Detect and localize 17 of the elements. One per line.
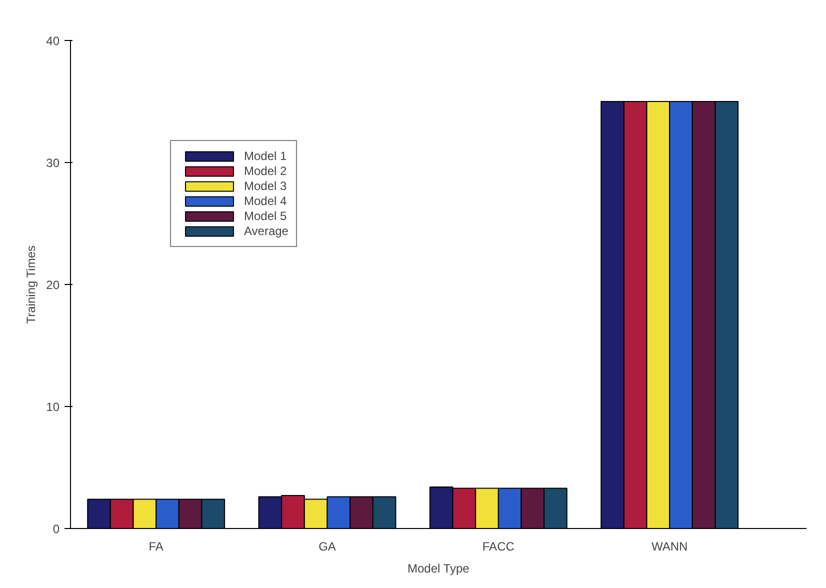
- x-tick-label: FACC: [482, 540, 515, 554]
- y-tick-label: 20: [46, 278, 60, 292]
- legend-label: Model 5: [244, 209, 287, 223]
- legend-label: Model 2: [244, 164, 287, 178]
- legend-label: Model 1: [244, 149, 287, 163]
- x-tick-label: GA: [318, 540, 336, 554]
- y-tick-label: 40: [46, 34, 60, 48]
- legend-label: Model 4: [244, 194, 287, 208]
- y-axis-title: Training Times: [24, 245, 38, 324]
- y-tick-label: 10: [46, 400, 60, 414]
- x-axis-title: Model Type: [407, 562, 470, 576]
- legend-label: Model 3: [244, 179, 287, 193]
- y-tick-label: 0: [52, 522, 60, 536]
- x-tick-label: FA: [148, 540, 164, 554]
- legend-label: Average: [244, 224, 288, 238]
- y-tick-label: 30: [46, 156, 60, 170]
- x-tick-label: WANN: [651, 540, 688, 554]
